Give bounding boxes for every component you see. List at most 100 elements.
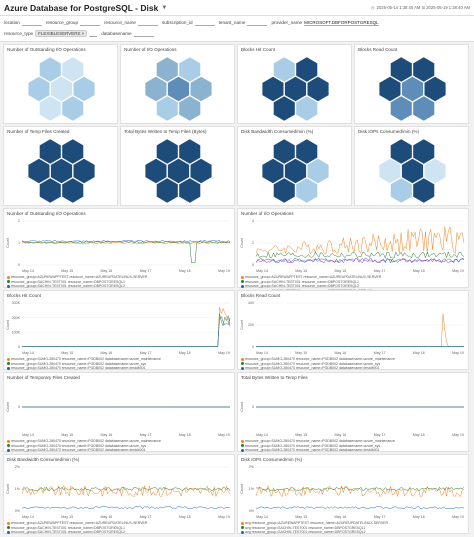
honeycomb-cell[interactable] — [73, 76, 95, 102]
honeycomb-cell[interactable] — [379, 76, 401, 102]
filter-provider-name[interactable]: provider_name MICROSOFT.DBFORPOSTGRESQL — [271, 19, 379, 26]
honeycomb-cell[interactable] — [156, 57, 178, 82]
honeycomb-cell[interactable] — [273, 139, 295, 164]
honeycomb-cell[interactable] — [39, 57, 61, 82]
honeycomb-cell[interactable] — [273, 57, 295, 82]
filter-resource-name[interactable]: resource_name — [104, 20, 158, 26]
series-line[interactable] — [255, 258, 465, 264]
series-line[interactable] — [255, 486, 465, 492]
legend-item[interactable]: resource_group=SUMO-280470 resource_name… — [7, 362, 231, 367]
honeycomb-cell[interactable] — [413, 57, 435, 82]
honeycomb-cell[interactable] — [424, 158, 446, 184]
legend-item[interactable]: resource_group=SUMO-280470 resource_name… — [241, 448, 465, 453]
honeycomb-cell[interactable] — [167, 158, 190, 184]
series-line[interactable] — [21, 240, 231, 243]
honeycomb-cell[interactable] — [179, 57, 201, 82]
series-line[interactable] — [255, 506, 465, 510]
honeycomb-cell[interactable] — [413, 178, 435, 203]
honeycomb-cell[interactable] — [179, 139, 201, 164]
legend-item[interactable]: resource_group=SUMO-280470 resource_name… — [7, 366, 231, 371]
legend-item[interactable]: resource_group=SUMO-280470 resource_name… — [7, 444, 231, 449]
series-line[interactable] — [22, 313, 231, 347]
honeycomb-cell[interactable] — [390, 139, 412, 164]
legend-item[interactable]: avg resource_group=AZUREWAPPTEST resourc… — [241, 521, 465, 526]
honeycomb-cell[interactable] — [156, 178, 178, 203]
legend-item[interactable]: resource_group=SUMO-280470 resource_name… — [241, 362, 465, 367]
honeycomb-cell[interactable] — [390, 57, 412, 82]
filter-subscription-id[interactable]: subscription_id — [162, 20, 215, 26]
honeycomb-cell[interactable] — [62, 96, 84, 121]
honeycomb-cell[interactable] — [39, 178, 61, 203]
legend-item[interactable]: resource_group=SACHIN-TEST001 resource_n… — [7, 530, 231, 535]
honeycomb-cell[interactable] — [284, 76, 307, 102]
legend-item[interactable]: resource_group=SUMO-280470 resource_name… — [7, 357, 231, 362]
series-line[interactable] — [22, 316, 231, 347]
honeycomb-cell[interactable] — [262, 158, 284, 184]
honeycomb-cell[interactable] — [28, 76, 50, 102]
honeycomb-cell[interactable] — [390, 178, 412, 203]
close-icon[interactable]: × — [81, 31, 85, 36]
honeycomb-cell[interactable] — [401, 158, 424, 184]
honeycomb-cell[interactable] — [296, 57, 318, 82]
legend-item[interactable]: resource_group=AZUREWAPPTEST resource_na… — [7, 521, 231, 526]
legend-item[interactable]: resource_group=SACHIN-TEST001 resource_n… — [241, 280, 465, 285]
legend-item[interactable]: resource_group=SUMO-280470 resource_name… — [241, 439, 465, 444]
filter-chip[interactable]: FLEXIBLESERVERS × — [35, 30, 88, 37]
honeycomb-cell[interactable] — [379, 158, 401, 184]
legend-item[interactable]: resource_group=SACHIN-TEST001 resource_n… — [7, 280, 231, 285]
legend-item[interactable]: resource_group=SUMO-280470 resource_name… — [241, 366, 465, 371]
honeycomb-cell[interactable] — [156, 139, 178, 164]
honeycomb-cell[interactable] — [413, 96, 435, 121]
honeycomb-cell[interactable] — [73, 158, 95, 184]
legend-item[interactable]: resource_group=SACHIN-TEST001 resource_n… — [7, 526, 231, 531]
time-range[interactable]: ◷ 2025-05-14 1:38:40 AM to 2025-05-19 1:3… — [370, 5, 470, 10]
honeycomb-cell[interactable] — [262, 76, 284, 102]
honeycomb-cell[interactable] — [179, 96, 201, 121]
honeycomb-cell[interactable] — [284, 158, 307, 184]
honeycomb-cell[interactable] — [156, 96, 178, 121]
legend-item[interactable]: resource_group=SACHIN-TEST001 resource_n… — [241, 284, 465, 289]
honeycomb-cell[interactable] — [167, 76, 190, 102]
honeycomb-cell[interactable] — [413, 139, 435, 164]
legend-item[interactable]: resource_group=SUMO-280470 resource_name… — [241, 444, 465, 449]
honeycomb-cell[interactable] — [179, 178, 201, 203]
series-line[interactable] — [21, 506, 231, 510]
honeycomb-cell[interactable] — [62, 57, 84, 82]
honeycomb-cell[interactable] — [190, 76, 212, 102]
series-line[interactable] — [256, 313, 464, 347]
legend-item[interactable]: avg resource_group=SACHIN-TEST001 resour… — [241, 526, 465, 531]
series-line[interactable] — [21, 486, 231, 492]
honeycomb-cell[interactable] — [39, 96, 61, 121]
filter-databasename[interactable]: databasename — [101, 31, 154, 37]
legend-item[interactable]: resource_group=AZUREWAPPTEST resource_na… — [241, 275, 465, 280]
honeycomb-cell[interactable] — [50, 158, 73, 184]
series-line[interactable] — [255, 251, 465, 259]
honeycomb-cell[interactable] — [190, 158, 212, 184]
series-line[interactable] — [21, 240, 231, 264]
filter-resource-group[interactable]: resource_group — [46, 20, 101, 26]
honeycomb-cell[interactable] — [296, 178, 318, 203]
legend-item[interactable]: resource_group=SUMO-280470 resource_name… — [7, 448, 231, 453]
honeycomb-cell[interactable] — [50, 76, 73, 102]
honeycomb-cell[interactable] — [307, 158, 329, 184]
honeycomb-cell[interactable] — [62, 139, 84, 164]
legend-item[interactable]: resource_group=SUMO-280470 resource_name… — [7, 439, 231, 444]
filter-resource-type[interactable]: resource_type FLEXIBLESERVERS × — [4, 30, 98, 37]
honeycomb-cell[interactable] — [28, 158, 50, 184]
honeycomb-cell[interactable] — [273, 178, 295, 203]
honeycomb-cell[interactable] — [273, 96, 295, 121]
honeycomb-cell[interactable] — [424, 76, 446, 102]
series-line[interactable] — [21, 484, 231, 498]
honeycomb-cell[interactable] — [145, 76, 167, 102]
honeycomb-cell[interactable] — [296, 96, 318, 121]
honeycomb-cell[interactable] — [62, 178, 84, 203]
honeycomb-cell[interactable] — [39, 139, 61, 164]
legend-item[interactable]: resource_group=AZUREWAPPTEST resource_na… — [7, 275, 231, 280]
honeycomb-cell[interactable] — [401, 76, 424, 102]
honeycomb-cell[interactable] — [145, 158, 167, 184]
series-line[interactable] — [21, 241, 231, 245]
legend-item[interactable]: avg resource_group=SACHIN-TEST001 resour… — [241, 530, 465, 535]
filter-location[interactable]: location — [4, 20, 42, 26]
honeycomb-cell[interactable] — [390, 96, 412, 121]
legend-item[interactable]: resource_group=SUMO-280470 resource_name… — [241, 357, 465, 362]
